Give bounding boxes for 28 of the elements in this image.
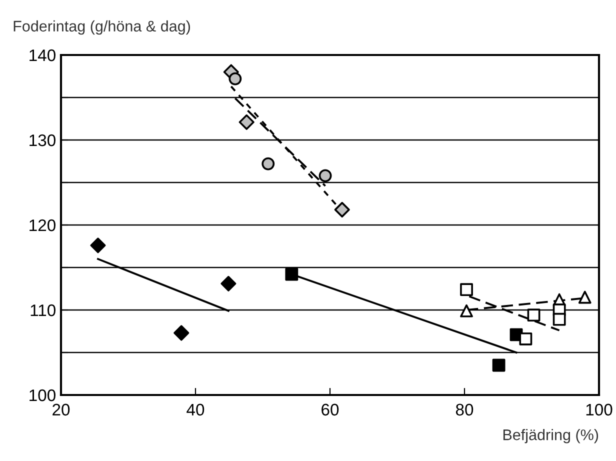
point bbox=[285, 268, 298, 281]
y-axis-title: Foderintag (g/höna & dag) bbox=[14, 20, 190, 35]
x-tick-label: 40 bbox=[186, 404, 204, 416]
point bbox=[318, 169, 332, 182]
y-tick-label: 120 bbox=[30, 219, 56, 232]
point bbox=[460, 304, 473, 318]
y-tick-label: 130 bbox=[30, 134, 56, 146]
y-tick-label: 140 bbox=[30, 49, 56, 62]
point bbox=[460, 283, 473, 296]
y-tick-label: 110 bbox=[30, 304, 56, 316]
x-tick-label: 80 bbox=[456, 404, 474, 416]
y-tick-label: 100 bbox=[30, 389, 56, 402]
point bbox=[174, 325, 190, 341]
point bbox=[519, 332, 532, 346]
x-tick-label: 60 bbox=[322, 404, 339, 416]
point bbox=[220, 276, 236, 292]
point bbox=[238, 114, 254, 130]
x-axis-title: Befjädring (%) bbox=[503, 429, 598, 444]
point bbox=[552, 312, 566, 326]
point bbox=[90, 238, 106, 254]
point bbox=[492, 358, 506, 372]
x-tick-label: 20 bbox=[52, 404, 70, 416]
point bbox=[228, 72, 242, 86]
point bbox=[578, 290, 592, 304]
point bbox=[334, 202, 350, 218]
x-tick-label: 100 bbox=[586, 404, 612, 416]
point bbox=[262, 157, 275, 170]
point bbox=[527, 308, 540, 322]
